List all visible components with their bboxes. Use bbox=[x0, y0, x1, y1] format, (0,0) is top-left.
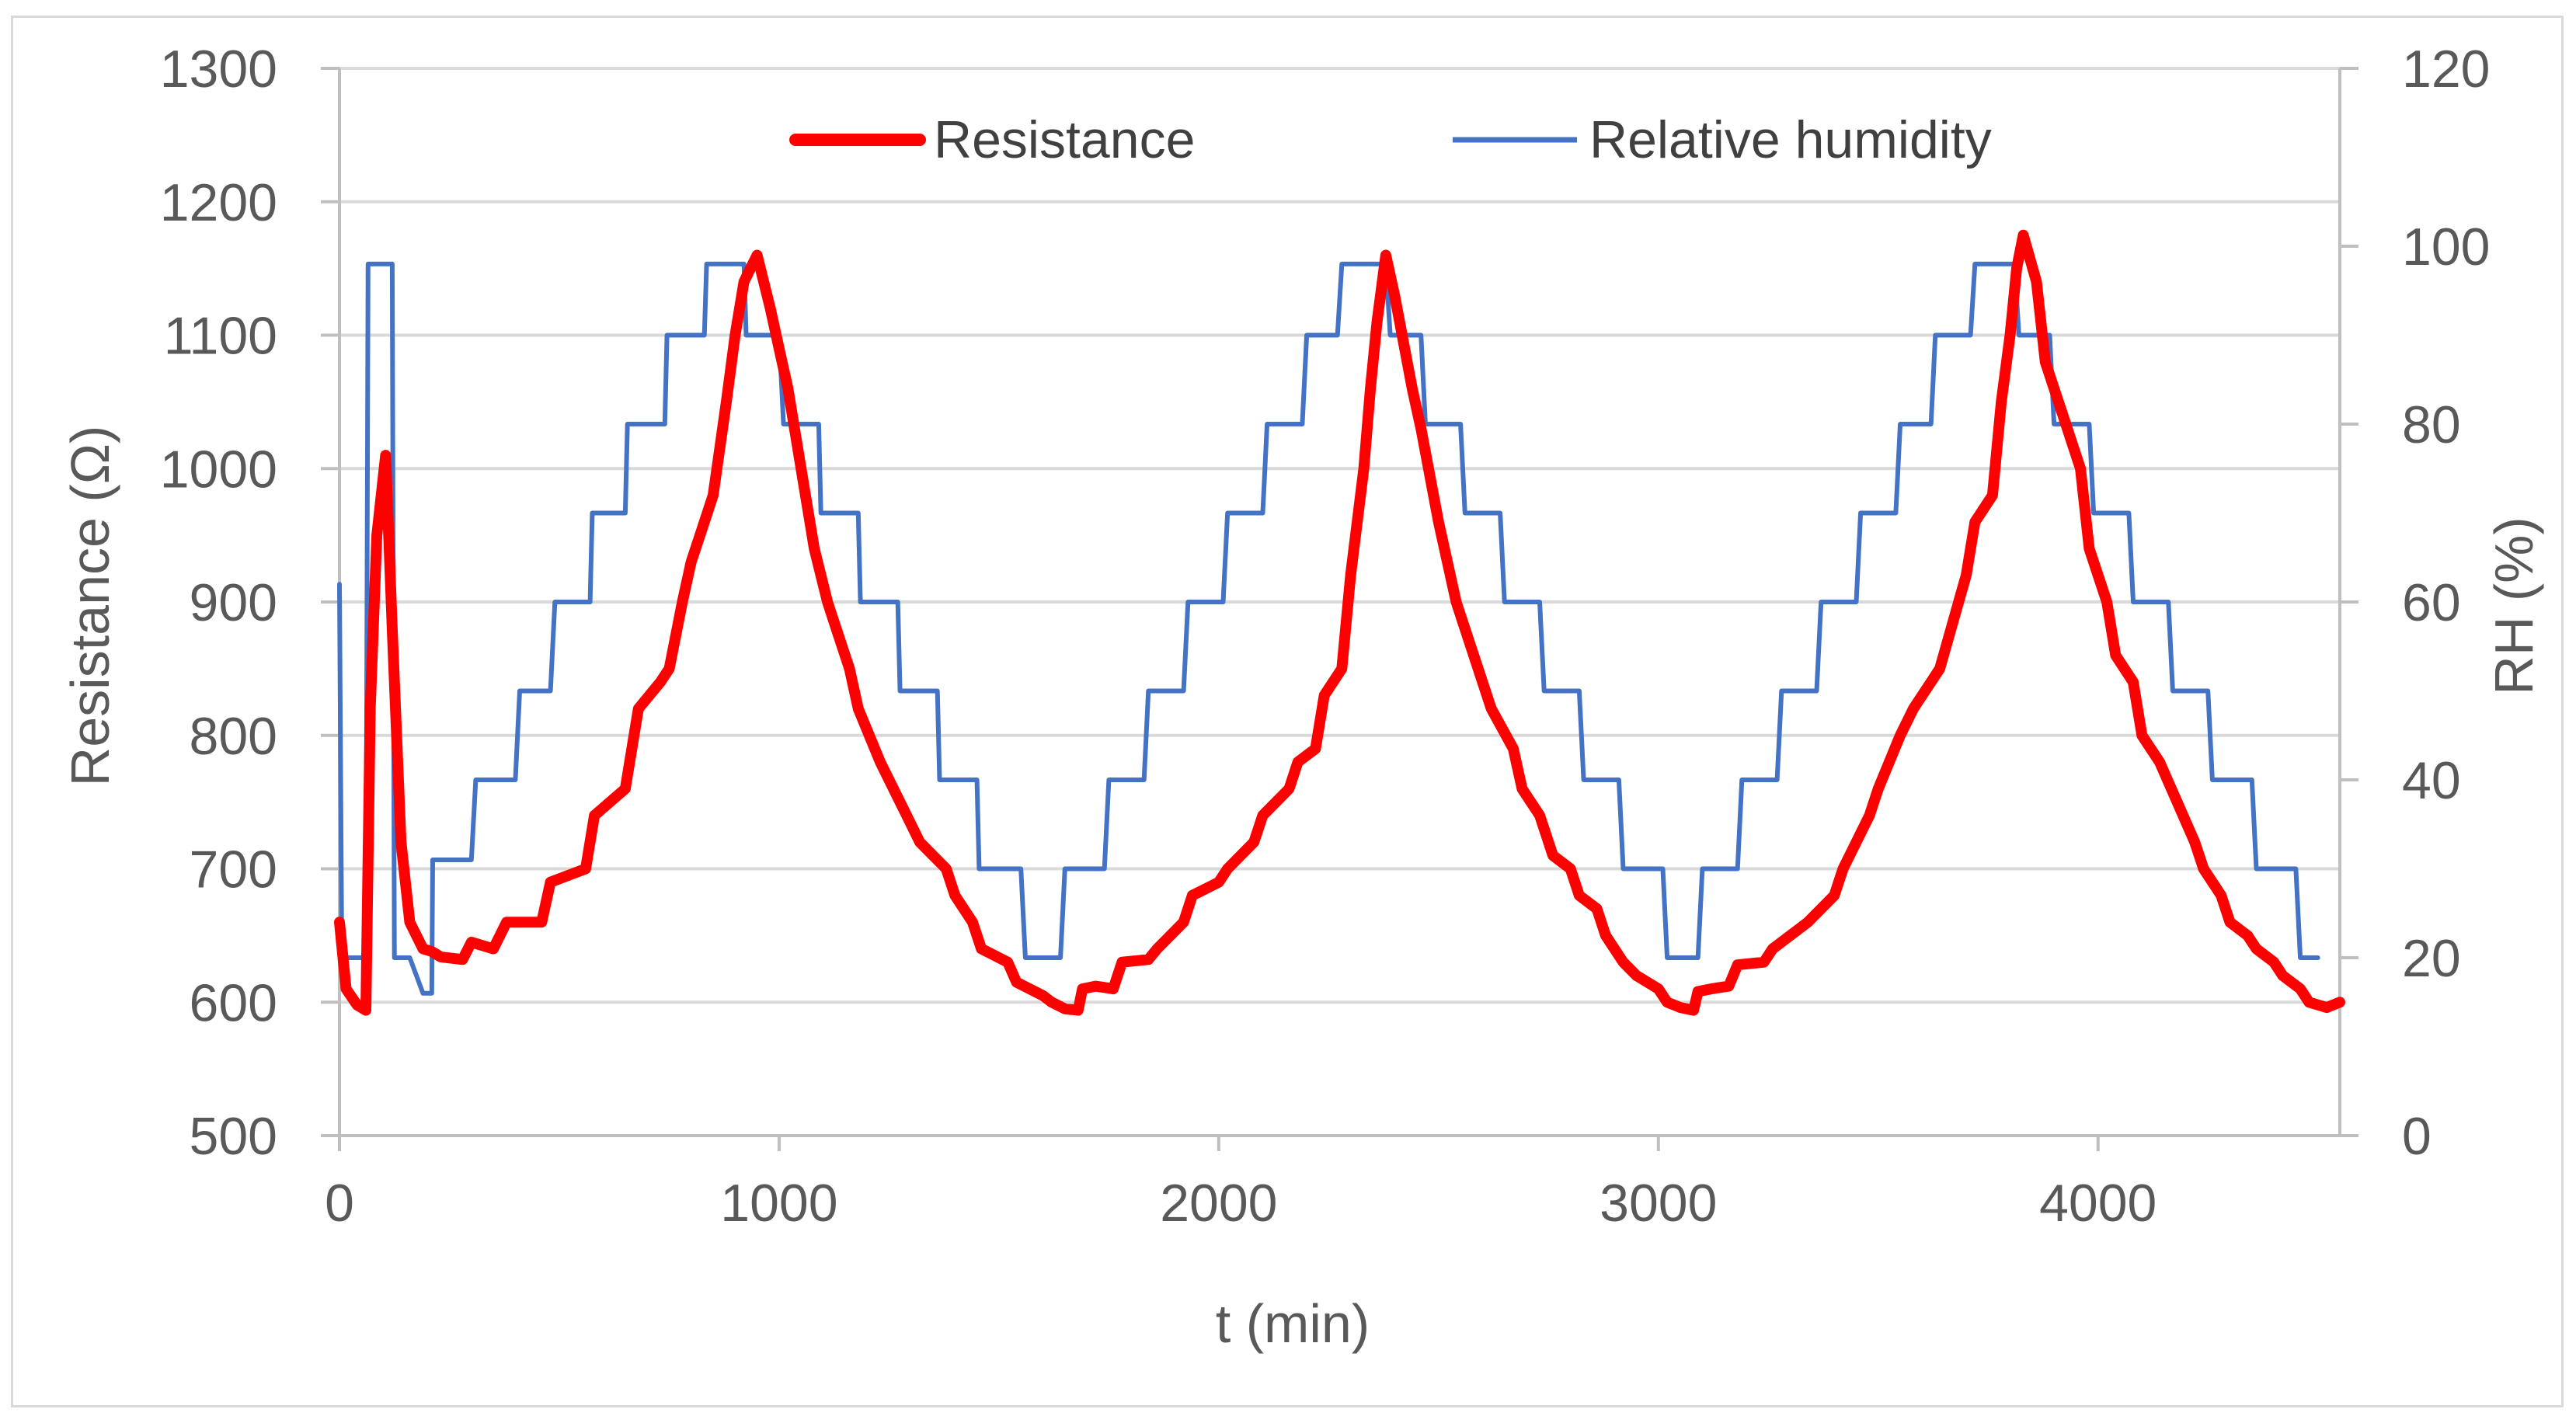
axis-layer bbox=[321, 67, 2358, 1151]
grid-layer bbox=[339, 67, 2340, 1004]
series-line-resistance bbox=[334, 229, 2345, 1016]
y-right-tick-label: 0 bbox=[2402, 1107, 2432, 1166]
legend: Resistance Relative humidity bbox=[789, 110, 1992, 169]
y-right-tick-label: 20 bbox=[2402, 929, 2461, 988]
y-axis-left-title: Resistance (Ω) bbox=[60, 426, 120, 787]
y-right-tick-label: 40 bbox=[2402, 751, 2461, 810]
y-left-tick-label: 700 bbox=[190, 840, 277, 899]
x-axis-title: t (min) bbox=[1216, 1293, 1370, 1354]
y-left-tick-label: 500 bbox=[190, 1107, 277, 1166]
x-tick-label: 4000 bbox=[2039, 1174, 2157, 1233]
y-left-tick-label: 800 bbox=[190, 707, 277, 766]
y-left-tick-label: 900 bbox=[190, 573, 277, 632]
y-right-tick-label: 60 bbox=[2402, 573, 2461, 632]
x-tick-label: 3000 bbox=[1600, 1174, 1717, 1233]
y-left-tick-label: 1300 bbox=[160, 40, 277, 99]
y-axis-right-title: RH (%) bbox=[2484, 517, 2544, 694]
y-right-tick-label: 80 bbox=[2402, 395, 2461, 454]
y-left-tick-label: 600 bbox=[190, 973, 277, 1032]
legend-label-resistance: Resistance bbox=[934, 110, 1195, 169]
legend-label-relative-humidity: Relative humidity bbox=[1589, 110, 1992, 169]
x-tick-label: 1000 bbox=[720, 1174, 837, 1233]
y-left-tick-label: 1100 bbox=[164, 307, 277, 366]
y-left-tick-label: 1000 bbox=[160, 440, 277, 499]
series-layer bbox=[334, 229, 2345, 1016]
y-right-tick-label: 100 bbox=[2402, 217, 2490, 277]
y-right-tick-label: 120 bbox=[2402, 40, 2490, 99]
series-line-relative-humidity bbox=[337, 261, 2320, 996]
x-tick-label: 2000 bbox=[1160, 1174, 1277, 1233]
x-tick-label: 0 bbox=[325, 1174, 354, 1233]
y-left-tick-label: 1200 bbox=[160, 173, 277, 232]
tick-layer: 5006007008009001000110012001300020406080… bbox=[160, 40, 2491, 1233]
